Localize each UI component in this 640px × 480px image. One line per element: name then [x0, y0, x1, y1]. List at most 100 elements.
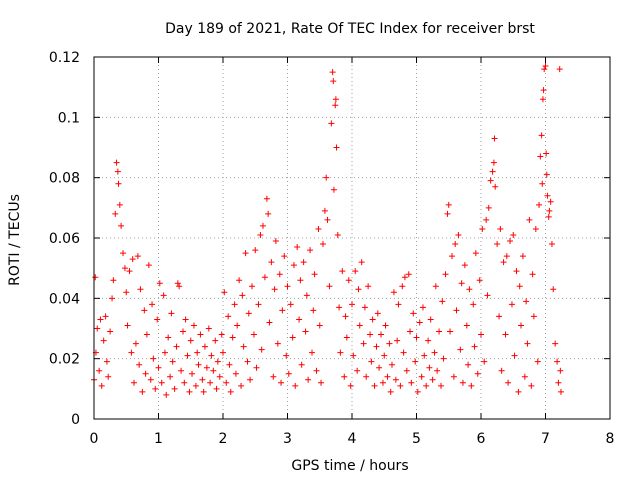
data-point — [253, 364, 260, 371]
data-point — [445, 201, 452, 208]
data-point — [507, 238, 514, 245]
data-point — [376, 364, 383, 371]
data-point — [165, 334, 172, 341]
data-point — [98, 382, 105, 389]
data-point — [203, 364, 210, 371]
data-point — [173, 343, 180, 350]
data-point — [134, 253, 141, 260]
data-point — [329, 69, 336, 76]
data-point — [502, 331, 509, 338]
data-point — [124, 322, 131, 329]
data-point — [352, 268, 359, 275]
data-point — [491, 135, 498, 142]
data-point — [484, 292, 491, 299]
data-point — [239, 292, 246, 299]
data-point — [283, 352, 290, 359]
data-point — [341, 373, 348, 380]
data-point — [234, 322, 241, 329]
data-point — [207, 379, 214, 386]
data-point — [316, 322, 323, 329]
data-point — [297, 277, 304, 284]
data-point — [116, 201, 123, 208]
y-axis-label: ROTI / TECUs — [7, 194, 23, 286]
data-point — [528, 382, 535, 389]
data-point — [238, 382, 245, 389]
data-point — [498, 367, 505, 374]
data-point — [452, 241, 459, 248]
data-point — [255, 301, 262, 308]
data-point — [249, 283, 256, 290]
data-point — [141, 307, 148, 314]
data-point — [555, 379, 562, 386]
data-point — [169, 358, 176, 365]
data-point — [407, 328, 414, 335]
x-tick-label: 1 — [154, 431, 163, 447]
data-point — [197, 331, 204, 338]
data-point — [542, 63, 549, 70]
x-axis-label: GPS time / hours — [291, 458, 408, 474]
data-point — [496, 313, 503, 320]
data-point — [539, 96, 546, 103]
data-point — [457, 346, 464, 353]
data-point — [149, 301, 156, 308]
data-point — [371, 382, 378, 389]
data-point — [110, 277, 117, 284]
data-point — [414, 388, 421, 395]
data-point — [155, 364, 162, 371]
data-point — [136, 361, 143, 368]
data-point — [213, 385, 220, 392]
data-point — [349, 301, 355, 308]
data-point — [552, 340, 559, 347]
data-point — [361, 304, 368, 311]
data-point — [310, 307, 317, 314]
data-point — [459, 379, 466, 386]
data-point — [205, 325, 212, 332]
data-point — [272, 238, 279, 245]
data-point — [186, 388, 193, 395]
data-point — [257, 231, 264, 238]
data-point — [132, 340, 139, 347]
data-point — [143, 331, 150, 338]
data-point — [309, 349, 316, 356]
data-point — [182, 316, 189, 323]
data-point — [472, 250, 479, 257]
y-tick-label: 0.06 — [49, 231, 80, 247]
data-point — [388, 361, 395, 368]
data-point — [450, 373, 457, 380]
data-point — [334, 231, 341, 238]
data-points — [91, 63, 564, 398]
data-point — [500, 259, 507, 266]
data-point — [279, 307, 286, 314]
data-point — [103, 358, 110, 365]
data-point — [232, 370, 239, 377]
data-point — [192, 382, 199, 389]
data-point — [429, 376, 436, 383]
data-point — [178, 367, 185, 374]
data-point — [180, 328, 187, 335]
data-point — [489, 168, 496, 175]
data-point — [412, 358, 419, 365]
data-point — [461, 262, 468, 269]
data-point — [397, 382, 404, 389]
data-point — [505, 379, 512, 386]
data-point — [323, 174, 330, 181]
data-point — [392, 376, 399, 383]
data-point — [168, 310, 175, 317]
data-point — [515, 388, 522, 395]
data-point — [194, 349, 201, 356]
data-point — [319, 241, 326, 248]
data-point — [109, 295, 116, 302]
data-point — [229, 334, 236, 341]
y-tick-label: 0.1 — [58, 110, 80, 126]
data-point — [516, 283, 523, 290]
data-point — [453, 307, 460, 314]
data-point — [363, 373, 370, 380]
data-point — [195, 361, 202, 368]
data-point — [296, 316, 303, 323]
data-point — [225, 313, 232, 320]
data-point — [343, 334, 350, 341]
data-point — [181, 379, 188, 386]
data-point — [556, 66, 563, 73]
data-point — [492, 183, 499, 190]
data-point — [367, 331, 374, 338]
